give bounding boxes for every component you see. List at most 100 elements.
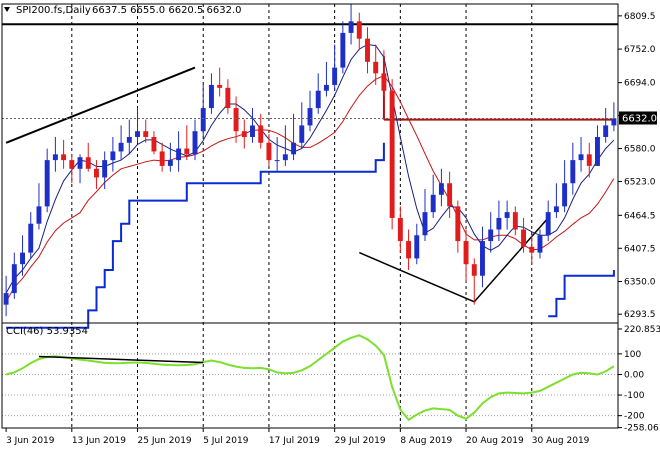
candle-body [159, 151, 165, 166]
ohlc-label: 6637.5 6655.0 6620.5 6632.0 [92, 5, 242, 16]
candle-body [529, 246, 535, 253]
time-tick-label: 29 Jul 2019 [335, 436, 386, 446]
candle-body [192, 131, 198, 155]
candle-body [545, 212, 551, 236]
candle-body [570, 160, 576, 184]
time-tick-label: 20 Aug 2019 [466, 436, 524, 446]
candle-body [553, 206, 559, 213]
candle-body [323, 84, 329, 91]
price-tick-label: 6694.0 [624, 79, 656, 89]
candle-body [176, 148, 182, 161]
candle-body [135, 131, 140, 137]
cci-tick-label: 220.8537 [624, 325, 660, 335]
time-tick-label: 13 Jun 2019 [72, 436, 126, 446]
candle-body [389, 90, 395, 218]
candlesticks [3, 4, 617, 317]
time-tick-label: 8 Aug 2019 [400, 436, 452, 446]
candle-body [611, 118, 617, 126]
cci-axis: 220.8537 100 0.00 -100 -200 -258.061 [618, 325, 660, 434]
candle-body [332, 67, 338, 85]
price-tick-label: 6407.5 [624, 244, 656, 254]
candle-body [85, 157, 91, 169]
chart-header: SPI200.fs,Daily 6637.5 6655.0 6620.5 663… [4, 5, 242, 16]
frame-border [1, 3, 619, 429]
price-tick-label: 6580.0 [624, 145, 656, 155]
candle-body [3, 293, 9, 305]
cci-tick-label: 100 [624, 350, 641, 360]
symbol-label: SPI200.fs,Daily [16, 5, 91, 16]
cci-line [5, 334, 615, 422]
candle-body [562, 183, 568, 207]
candle-body [266, 142, 272, 161]
candle-body [69, 160, 75, 169]
cci-tick-label: 0.00 [624, 370, 644, 380]
current-price-tag-background [619, 111, 657, 125]
candle-body [274, 160, 280, 162]
candle-body [36, 206, 42, 224]
candle-body [315, 90, 321, 109]
candle-body [225, 87, 231, 109]
cci-tick-label: -200 [624, 412, 645, 422]
candle-body [438, 183, 444, 195]
candle-body [586, 154, 592, 166]
candle-body [20, 252, 25, 265]
candle-body [381, 73, 387, 91]
candle-body [422, 212, 428, 236]
candle-body [397, 217, 403, 242]
candle-body [365, 38, 370, 62]
price-tick-label: 6752.0 [624, 45, 656, 55]
cci-tick-label: -100 [624, 391, 645, 401]
candle-body [603, 125, 609, 137]
dropdown-triangle-icon[interactable] [4, 7, 10, 12]
candle-body [291, 142, 297, 155]
candle-body [282, 154, 288, 161]
candle-body [373, 61, 379, 74]
candle-body [250, 125, 255, 137]
candle-body [521, 229, 527, 247]
candle-body [299, 125, 305, 143]
cci-panel: 220.8537 100 0.00 -100 -200 -258.061 CCI(46) … [2, 322, 660, 434]
rising-trend-line [5, 66, 196, 144]
candle-body [447, 183, 453, 207]
candle-body [406, 241, 412, 259]
candle-body [61, 154, 67, 161]
candle-body [504, 212, 510, 218]
candle-body [184, 148, 190, 155]
cci-trend-line [38, 355, 204, 364]
candle-body [488, 229, 494, 242]
candle-body [77, 157, 83, 169]
candle-body [480, 241, 485, 276]
support-trend-line [473, 217, 549, 303]
candle-body [414, 235, 420, 259]
price-tick-label: 6809.5 [624, 12, 656, 22]
candle-body [11, 264, 17, 294]
candle-body [455, 206, 461, 242]
candle-body [307, 108, 313, 126]
candle-body [167, 160, 173, 166]
chart-frame [1, 3, 619, 429]
candle-body [471, 264, 477, 276]
price-tick-label: 6523.0 [624, 178, 656, 188]
candle-body [118, 142, 124, 152]
candle-body [102, 160, 108, 178]
candle-body [258, 125, 264, 143]
price-tick-label: 6293.5 [624, 310, 656, 320]
candle-body [578, 154, 584, 161]
time-tick-label: 5 Jul 2019 [203, 436, 248, 446]
candle-body [200, 108, 206, 132]
candle-body [44, 160, 50, 207]
candle-body [217, 84, 223, 88]
candle-body [348, 21, 354, 33]
time-tick-label: 25 Jun 2019 [138, 436, 192, 446]
candle-body [356, 21, 362, 39]
candle-body [241, 131, 247, 137]
candle-body [595, 136, 600, 166]
cci-level-lines [2, 322, 618, 417]
time-tick-label: 30 Aug 2019 [532, 436, 590, 446]
fast-moving-average [5, 43, 615, 294]
candle-body [208, 84, 214, 109]
candle-body [28, 223, 34, 253]
candle-body [512, 212, 518, 230]
